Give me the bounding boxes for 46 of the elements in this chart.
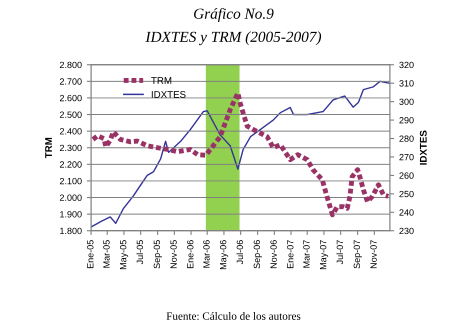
x-tick-label: Jul-05 (136, 240, 144, 264)
chart-subtitle: IDXTES y TRM (2005-2007) (145, 31, 322, 46)
x-tick-label: Jul-06 (236, 240, 244, 264)
x-tick-label: Jul-07 (336, 240, 344, 264)
chart-title: Gráfico No.9 (194, 8, 274, 22)
x-tick-label: Ene-05 (87, 240, 94, 268)
y-tick-label: 2.100 (60, 178, 82, 184)
y2-tick-label: 250 (399, 190, 414, 198)
y2-tick-label: 240 (399, 209, 414, 216)
x-tick-label: May-05 (120, 240, 128, 270)
legend-label: TRM (151, 77, 172, 84)
y-tick-label: 1.800 (60, 228, 82, 234)
x-tick-label: Sep-07 (354, 240, 362, 268)
x-tick-label: Mar-07 (303, 240, 310, 268)
x-tick-label: Sep-05 (154, 240, 162, 268)
y2-tick-label: 280 (399, 135, 414, 142)
y2-tick-label: 230 (399, 228, 414, 234)
legend-label: IDXTES (152, 90, 186, 98)
y-tick-label: 2.200 (60, 161, 82, 168)
y-tick-label: 2.300 (60, 144, 82, 152)
y-axis-title: TRM (45, 138, 52, 158)
y2-tick-label: 300 (399, 98, 414, 105)
y-tick-label: 2.000 (60, 194, 82, 201)
x-tick-label: Sep-06 (254, 240, 262, 268)
y2-axis-title: IDXTES (420, 130, 427, 165)
y-tick-label: 1.900 (60, 211, 82, 218)
y2-tick-label: 320 (399, 62, 414, 68)
y2-tick-label: 310 (399, 80, 414, 87)
x-tick-label: Nov-07 (370, 240, 377, 268)
x-tick-label: Nov-06 (270, 240, 277, 268)
x-tick-label: May-06 (220, 240, 228, 270)
x-tick-label: Ene-07 (287, 240, 294, 268)
x-tick-label: Ene-06 (187, 240, 194, 268)
y-tick-label: 2.800 (60, 62, 82, 68)
y-tick-label: 2.400 (60, 128, 82, 134)
x-tick-label: Nov-05 (170, 240, 177, 268)
y-tick-label: 2.500 (60, 112, 82, 118)
y2-tick-label: 270 (399, 154, 414, 160)
source-note: Fuente: Cálculo de los autores (166, 312, 300, 320)
x-tick-label: Mar-06 (203, 240, 210, 268)
y-tick-label: 2.600 (60, 94, 82, 102)
y-tick-label: 2.700 (60, 78, 82, 85)
x-tick-label: May-07 (320, 240, 328, 270)
y2-tick-label: 260 (399, 172, 414, 179)
y2-tick-label: 290 (399, 117, 414, 124)
x-tick-label: Mar-05 (103, 240, 110, 268)
